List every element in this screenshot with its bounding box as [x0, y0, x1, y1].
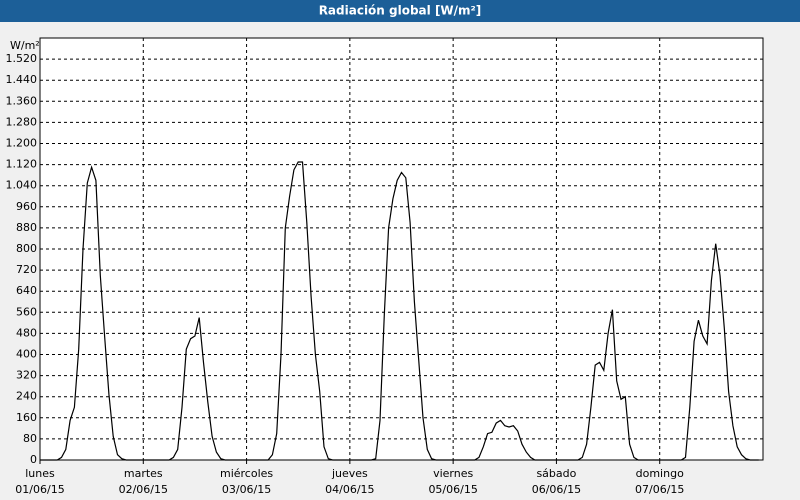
x-tick-label: martes — [124, 467, 163, 480]
y-tick-label: 1.040 — [6, 179, 38, 192]
x-tick-label: miércoles — [220, 467, 273, 480]
y-tick-label: 400 — [16, 348, 37, 361]
x-tick-date: 02/06/15 — [119, 483, 168, 496]
x-tick-label: sábado — [536, 467, 576, 480]
plot-border — [39, 37, 764, 461]
x-tick-label: lunes — [25, 467, 55, 480]
y-tick-label: 880 — [16, 221, 37, 234]
y-tick-label: 720 — [16, 263, 37, 276]
y-tick-label: 240 — [16, 390, 37, 403]
y-tick-label: 480 — [16, 326, 37, 339]
y-tick-label: 80 — [23, 432, 37, 445]
x-tick-date: 04/06/15 — [325, 483, 374, 496]
y-tick-label: 1.360 — [6, 94, 38, 107]
y-tick-label: 800 — [16, 242, 37, 255]
y-tick-label: 1.120 — [6, 158, 38, 171]
title-bar — [0, 0, 800, 22]
y-tick-label: 640 — [16, 284, 37, 297]
y-axis-label: W/m² — [10, 39, 40, 52]
y-tick-label: 320 — [16, 369, 37, 382]
x-tick-label: viernes — [433, 467, 473, 480]
x-tick-label: jueves — [331, 467, 368, 480]
y-tick-label: 1.280 — [6, 115, 38, 128]
x-tick-label: domingo — [636, 467, 684, 480]
x-tick-date: 03/06/15 — [222, 483, 271, 496]
y-tick-label: 0 — [30, 453, 37, 466]
y-tick-label: 560 — [16, 305, 37, 318]
y-tick-label: 1.520 — [6, 52, 38, 65]
x-tick-date: 05/06/15 — [428, 483, 477, 496]
y-tick-label: 960 — [16, 200, 37, 213]
x-tick-date: 01/06/15 — [15, 483, 64, 496]
x-tick-date: 06/06/15 — [532, 483, 581, 496]
y-tick-label: 160 — [16, 411, 37, 424]
y-tick-label: 1.440 — [6, 73, 38, 86]
data-line — [40, 161, 759, 461]
x-tick-date: 07/06/15 — [635, 483, 684, 496]
chart-title: Radiación global [W/m²] — [319, 4, 482, 18]
y-tick-label: 1.200 — [6, 137, 38, 150]
